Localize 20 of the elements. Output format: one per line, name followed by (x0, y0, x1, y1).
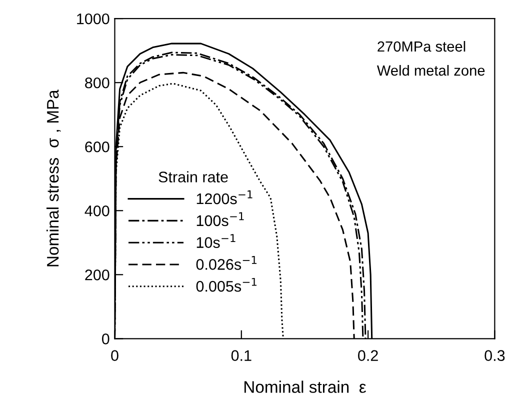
y-tick-label: 1000 (77, 13, 110, 24)
y-axis-title: Nominal stress σ , MPa (46, 90, 61, 266)
legend-label: 1200s$^{−1}$ (196, 190, 252, 204)
y-tick-label: 400 (84, 206, 110, 216)
x-tick-label: 0.3 (484, 350, 505, 361)
x-tick-label: 0.2 (358, 350, 378, 361)
y-tick-label: 200 (85, 270, 110, 280)
legend-title: Strain rate (158, 171, 228, 182)
legend-label: 0.026s$^{−1}$ (196, 256, 257, 270)
annotation: Weld metal zone (376, 64, 485, 76)
x-tick-label: 0.1 (231, 350, 252, 361)
y-tick-label: 800 (85, 77, 110, 88)
y-tick-label: 0 (102, 334, 110, 344)
legend-label: 0.005s$^{−1}$ (196, 278, 257, 292)
y-tick-label: 600 (85, 141, 110, 152)
x-axis-title: Nominal strain ε (244, 380, 366, 393)
annotation: 270MPa steel (378, 40, 466, 52)
legend-label: 100s$^{−1}$ (196, 212, 244, 226)
legend-label: 10s$^{−1}$ (196, 234, 236, 248)
x-tick-label: 0 (111, 350, 118, 361)
